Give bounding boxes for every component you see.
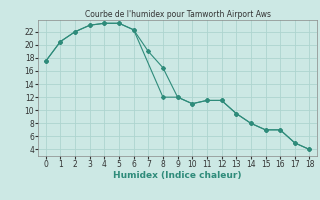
X-axis label: Humidex (Indice chaleur): Humidex (Indice chaleur) — [113, 171, 242, 180]
Title: Courbe de l'humidex pour Tamworth Airport Aws: Courbe de l'humidex pour Tamworth Airpor… — [84, 10, 271, 19]
